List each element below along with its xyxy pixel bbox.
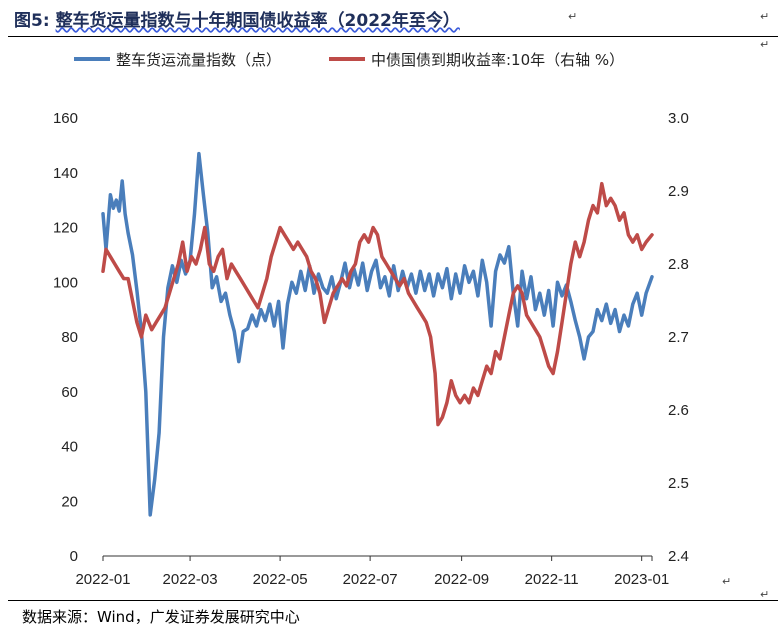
bottom-rule — [8, 600, 778, 601]
paragraph-mark: ↵ — [568, 10, 578, 23]
y-right-tick-label: 2.9 — [668, 183, 689, 200]
x-tick-label: 2022-07 — [343, 571, 398, 588]
chart-series — [101, 151, 654, 517]
y-left-tick-label: 0 — [70, 548, 78, 565]
y-right-tick-label: 2.8 — [668, 256, 689, 273]
paragraph-mark: ↵ — [760, 10, 770, 23]
y-right-tick-label: 2.4 — [668, 548, 689, 565]
series-line-1 — [101, 151, 654, 517]
y-right-tick-label: 2.5 — [668, 475, 689, 492]
y-left-tick-label: 120 — [53, 220, 78, 237]
figure-number: 图5: — [14, 11, 50, 31]
paragraph-mark: ↵ — [722, 575, 732, 588]
chart: 整车货运流量指数（点） 中债国债到期收益率:10年（右轴 %） 0 20 40 60 8… — [53, 51, 689, 588]
chart-axes: 0 20 40 60 80 100 120 140 160 2.4 2.5 2.6 2.7 2.8 2.9 3… — [53, 110, 689, 588]
source-note: 数据来源：Wind，广发证券发展研究中心 — [22, 608, 300, 626]
y-left-tick-label: 100 — [53, 274, 78, 291]
chart-legend: 整车货运流量指数（点） 中债国债到期收益率:10年（右轴 %） — [74, 51, 624, 69]
series-line-2 — [101, 181, 654, 427]
legend-label-series-2: 中债国债到期收益率:10年（右轴 %） — [371, 51, 624, 69]
y-left-tick-label: 60 — [61, 384, 78, 401]
y-left-tick-label: 20 — [61, 493, 78, 510]
y-left-tick-label: 80 — [61, 329, 78, 346]
y-left-tick-label: 160 — [53, 110, 78, 127]
paragraph-mark: ↵ — [760, 588, 770, 601]
y-left-tick-label: 140 — [53, 165, 78, 182]
y-right-tick-label: 3.0 — [668, 110, 689, 127]
x-tick-label: 2022-05 — [253, 571, 308, 588]
figure-title-text: 整车货运量指数与十年期国债收益率（2022年至今） — [55, 11, 460, 31]
paragraph-mark: ↵ — [760, 38, 770, 51]
x-tick-label: 2022-01 — [75, 571, 130, 588]
y-right-tick-label: 2.6 — [668, 402, 689, 419]
y-right-tick-label: 2.7 — [668, 329, 689, 346]
x-tick-label: 2022-03 — [163, 571, 218, 588]
x-tick-label: 2022-09 — [434, 571, 489, 588]
top-rule — [8, 36, 778, 37]
figure-title: 图5: 整车货运量指数与十年期国债收益率（2022年至今） — [14, 6, 460, 31]
legend-label-series-1: 整车货运流量指数（点） — [116, 51, 281, 69]
y-left-tick-label: 40 — [61, 439, 78, 456]
x-tick-label: 2023-01 — [614, 571, 669, 588]
x-tick-label: 2022-11 — [525, 571, 579, 588]
